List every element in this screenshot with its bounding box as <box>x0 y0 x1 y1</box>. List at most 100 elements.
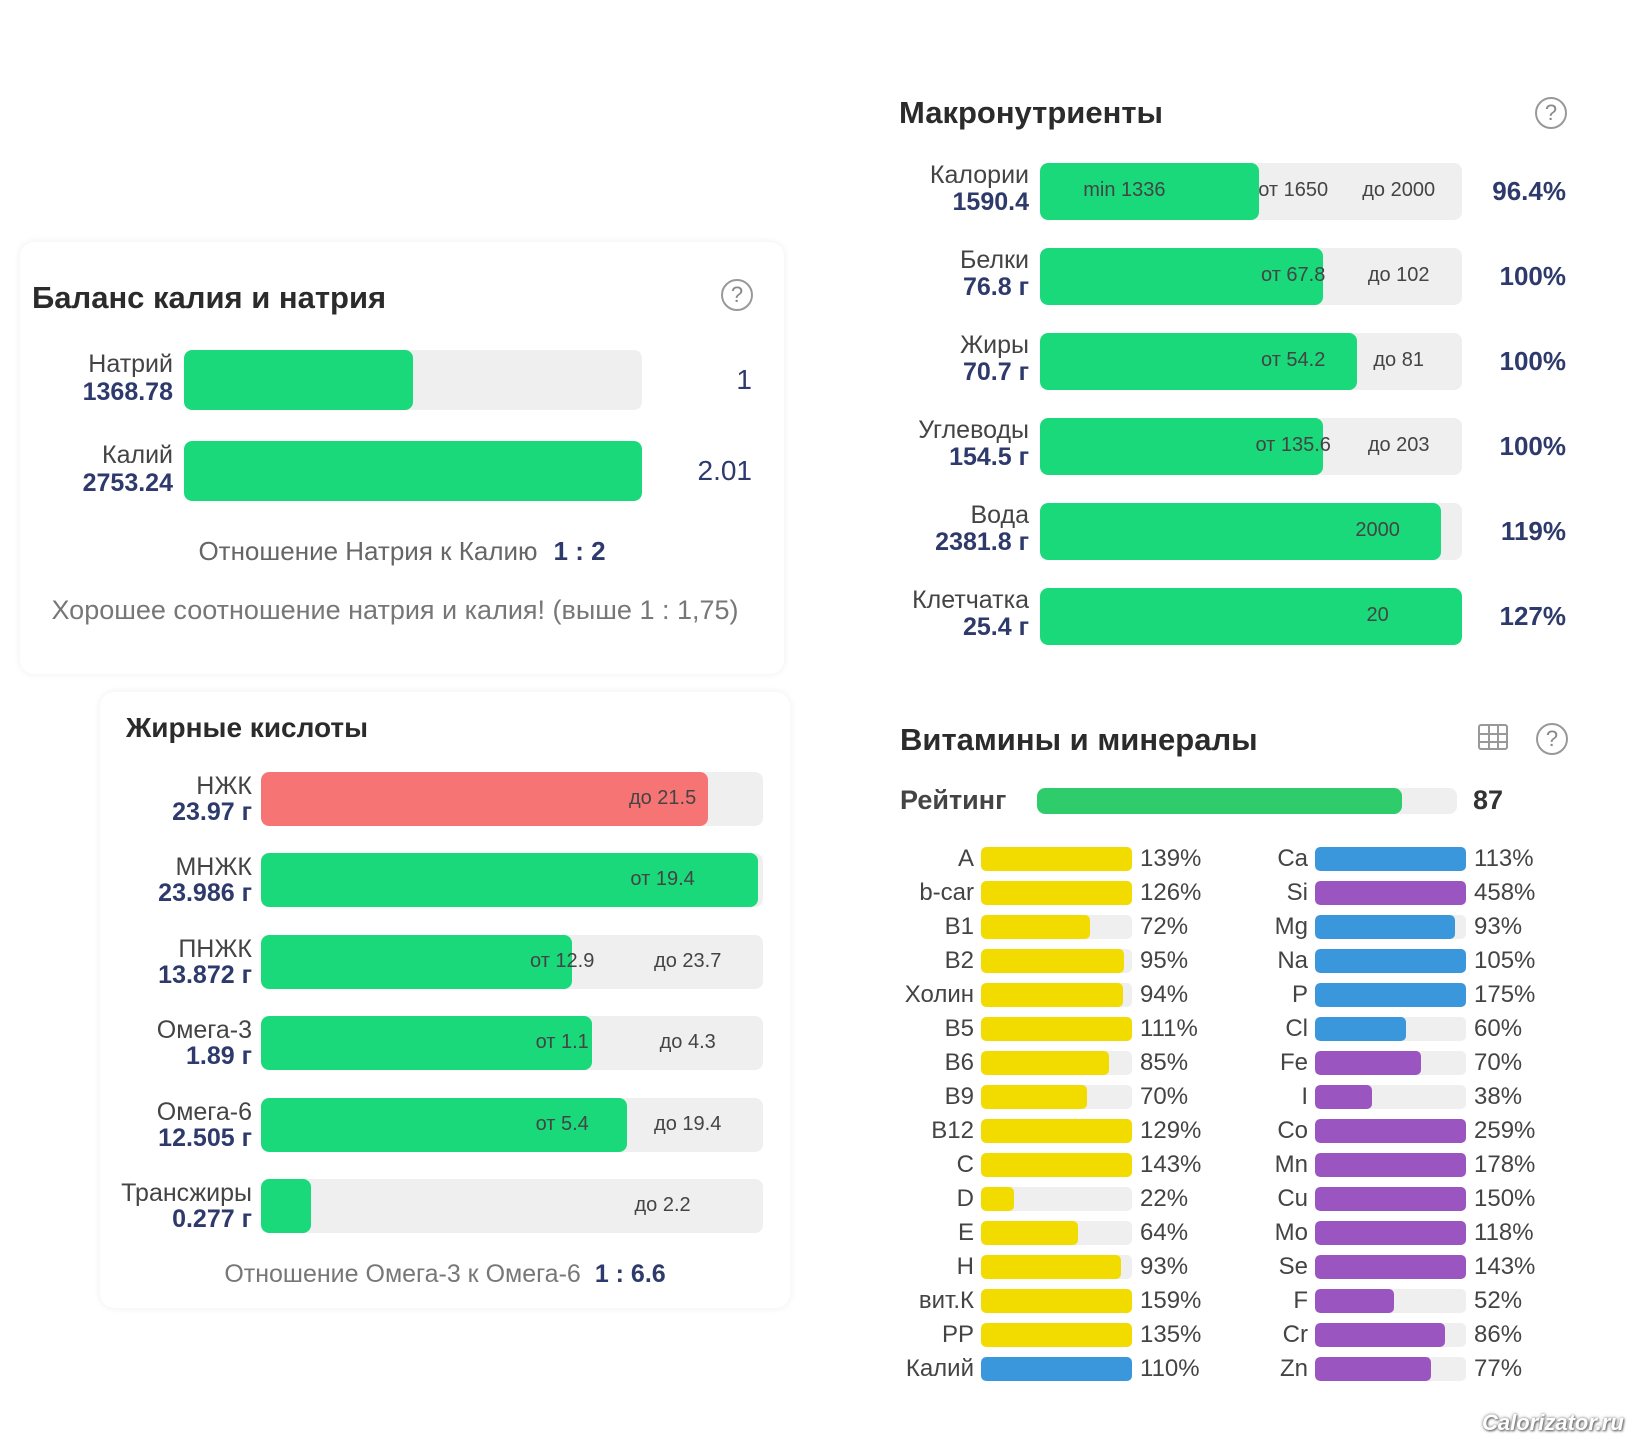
bar-track <box>981 847 1132 871</box>
bar-marker: до 21.5 <box>628 787 697 809</box>
bar-track <box>1315 1085 1466 1109</box>
percent: 105% <box>1474 947 1536 974</box>
bar-track: 20 <box>1040 588 1462 645</box>
bar-fill <box>1315 1289 1394 1313</box>
nutrient-name: B9 <box>944 1083 974 1110</box>
nutrient-value: 13.872 г <box>158 960 252 989</box>
section-title: Макронутриенты <box>899 95 1163 130</box>
bar-marker: до 4.3 <box>659 1031 716 1054</box>
table-icon[interactable] <box>1478 724 1508 750</box>
nutrient-name: B1 <box>944 913 974 940</box>
nutrient-name: B2 <box>944 947 974 974</box>
percent: 60% <box>1474 1015 1523 1042</box>
nutrient-name: Холин <box>904 981 974 1008</box>
bar-fill <box>981 1187 1015 1211</box>
help-icon[interactable]: ? <box>1536 723 1568 755</box>
bar-track <box>981 1051 1132 1075</box>
bar-track <box>981 1221 1132 1245</box>
bar-track <box>981 1085 1132 1109</box>
bar-track <box>981 1153 1132 1177</box>
nutrient-name: Co <box>1277 1117 1308 1144</box>
nutrient-name: Fe <box>1279 1049 1308 1076</box>
bar-track <box>1037 788 1457 814</box>
nutrient-name: Белки <box>960 246 1029 274</box>
bar-fill <box>981 847 1132 871</box>
nutrient-name: Омега-3 <box>156 1016 252 1045</box>
bar-track: от 12.9 до 23.7 <box>261 934 763 989</box>
bar-fill <box>1315 1187 1466 1211</box>
percent: 139% <box>1140 845 1202 872</box>
bar-track <box>981 1289 1132 1313</box>
bar-fill <box>981 1323 1132 1347</box>
percent: 100% <box>1499 261 1567 291</box>
bar-marker: до 19.4 <box>654 1112 722 1135</box>
percent: 259% <box>1474 1117 1536 1144</box>
bar-fill <box>981 1221 1078 1245</box>
bar-fill <box>1315 1051 1421 1075</box>
nutrient-name: ПНЖК <box>178 934 252 963</box>
bar-track <box>1315 1153 1466 1177</box>
bar-fill <box>261 853 758 908</box>
bar-marker: до 23.7 <box>654 949 722 972</box>
bar-track <box>1315 847 1466 871</box>
bar-track <box>981 1255 1132 1279</box>
bar-fill <box>1315 847 1466 871</box>
nutrient-name: Омега-6 <box>156 1097 252 1126</box>
section-title: Баланс калия и натрия <box>32 280 387 315</box>
rating-label: Рейтинг <box>900 785 1007 815</box>
bar-marker: 20 <box>1366 604 1389 626</box>
percent: 85% <box>1140 1049 1189 1076</box>
nutrient-name: Si <box>1286 879 1308 906</box>
bar-track <box>981 1323 1132 1347</box>
percent: 178% <box>1474 1151 1536 1178</box>
bar-marker: от 1.1 <box>535 1031 589 1054</box>
bar-track <box>981 949 1132 973</box>
bar-fill <box>1315 983 1466 1007</box>
bar-marker: от 19.4 <box>630 868 695 891</box>
help-icon[interactable]: ? <box>1535 97 1567 129</box>
bar-marker: от 5.4 <box>535 1112 589 1135</box>
bar-fill <box>981 915 1090 939</box>
nutrient-name: Mg <box>1274 913 1308 940</box>
nutrient-value: 76.8 г <box>962 273 1029 301</box>
bar-track <box>981 1357 1132 1381</box>
nutrient-name: МНЖК <box>175 853 252 882</box>
bar-track <box>981 1119 1132 1143</box>
bar-track <box>1315 949 1466 973</box>
bar-fill <box>1315 1323 1445 1347</box>
bar-fill <box>261 1016 593 1071</box>
bar-fill <box>1037 788 1403 814</box>
nutrient-name: E <box>957 1219 974 1246</box>
percent: 113% <box>1474 845 1534 872</box>
nutrient-name: Cr <box>1282 1321 1308 1348</box>
ratio-label: Отношение Натрия к Калию <box>198 536 538 566</box>
bar-track: от 135.6 до 203 <box>1040 418 1462 475</box>
watermark: Calorizator.ru <box>1482 1410 1624 1435</box>
bar-fill <box>981 949 1125 973</box>
bar-marker: min 1336 <box>1083 179 1166 201</box>
nutrient-name: Zn <box>1279 1355 1308 1382</box>
nutrient-name: Cl <box>1285 1015 1308 1042</box>
nutrient-name: Калий <box>905 1355 974 1382</box>
help-icon[interactable]: ? <box>721 279 753 311</box>
bar-track <box>184 441 642 501</box>
nutrient-name: Mo <box>1274 1219 1308 1246</box>
nutrient-value: 70.7 г <box>962 358 1029 386</box>
percent: 127% <box>1499 601 1567 631</box>
bar-fill <box>981 1357 1132 1381</box>
nutrient-value: 1368.78 <box>82 378 173 406</box>
bar-fill <box>1040 333 1357 390</box>
percent: 95% <box>1140 947 1189 974</box>
bar-marker: 2000 <box>1355 519 1400 541</box>
bar-track <box>981 1187 1132 1211</box>
nutrient-name: C <box>956 1151 974 1178</box>
bar-marker: до 81 <box>1373 349 1424 371</box>
nutrient-name: Вода <box>970 501 1029 529</box>
ratio-line: Отношение Омега-3 к Омега-6 1 : 6.6 <box>100 1260 790 1289</box>
bar-marker: от 1650 <box>1258 179 1329 201</box>
nutrient-value: 12.505 г <box>158 1123 252 1152</box>
nutrient-name: H <box>956 1253 974 1280</box>
bar-track: до 21.5 <box>261 772 763 826</box>
bar-fill <box>1315 1085 1373 1109</box>
bar-fill <box>1040 163 1260 220</box>
